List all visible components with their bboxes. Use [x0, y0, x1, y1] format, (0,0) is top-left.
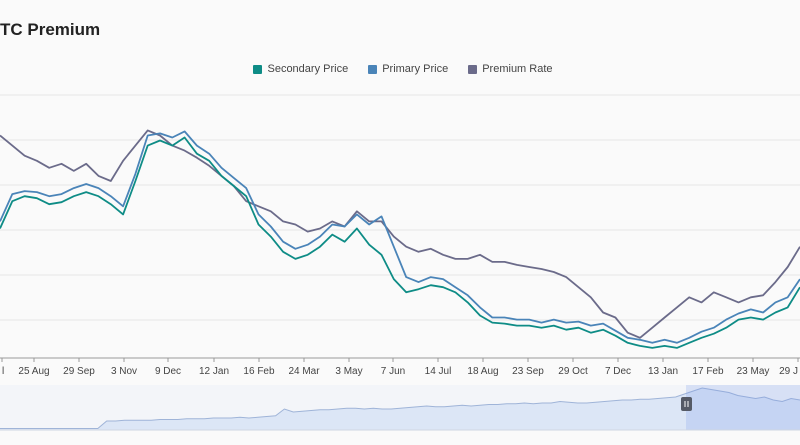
x-tick-label: 25 Aug [18, 366, 49, 377]
series-line-primary-price [0, 130, 800, 344]
x-tick-label: 17 Feb [692, 366, 724, 377]
legend-item[interactable]: Premium Rate [468, 63, 553, 75]
series-line-premium-rate [0, 129, 800, 339]
x-tick-label: 18 Aug [467, 366, 498, 377]
x-tick-label: 3 Nov [111, 366, 137, 377]
chart-title: TC Premium [0, 20, 101, 39]
x-tick-label: 13 Jan [648, 366, 678, 377]
x-tick-label: 9 Dec [155, 366, 181, 377]
x-tick-label: 24 Mar [288, 366, 320, 377]
x-tick-label: 29 J [779, 366, 798, 377]
legend-swatch [468, 64, 478, 74]
x-tick-label: 7 Dec [605, 366, 631, 377]
x-tick-label: l [2, 366, 4, 377]
legend-swatch [368, 64, 378, 74]
navigator-selection [686, 385, 800, 430]
x-tick-label: 29 Oct [558, 366, 588, 377]
x-tick-label: 23 Sep [512, 366, 544, 377]
legend-item[interactable]: Primary Price [368, 63, 448, 75]
legend-label: Secondary Price [267, 63, 349, 75]
navigator-line [0, 387, 800, 429]
x-tick-label: 7 Jun [381, 366, 405, 377]
series-line-secondary-price [0, 136, 800, 349]
navigator-handle[interactable] [681, 397, 692, 411]
legend-swatch [253, 64, 263, 74]
legend-label: Premium Rate [482, 63, 553, 75]
navigator[interactable] [0, 385, 800, 431]
x-tick-label: 16 Feb [243, 366, 275, 377]
x-tick-label: 12 Jan [199, 366, 229, 377]
x-tick-label: 14 Jul [425, 366, 452, 377]
x-tick-label: 3 May [335, 366, 362, 377]
legend-label: Primary Price [382, 63, 449, 75]
legend: Secondary Price Primary Price Premium Rate [0, 63, 800, 75]
legend-item[interactable]: Secondary Price [253, 63, 348, 75]
navigator-area [0, 388, 800, 430]
x-tick-label: 23 May [737, 366, 770, 377]
x-tick-label: 29 Sep [63, 366, 95, 377]
